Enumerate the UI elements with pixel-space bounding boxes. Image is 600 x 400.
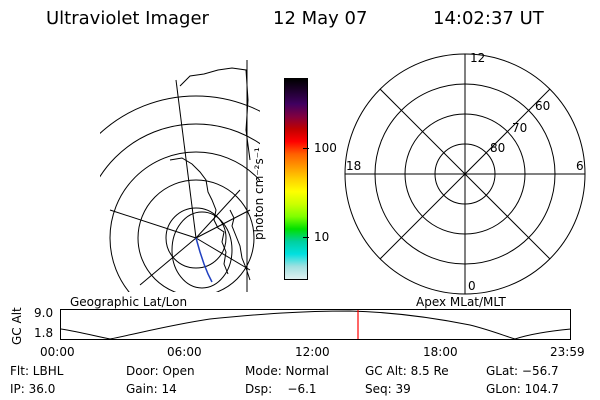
- colorbar-gradient: [285, 79, 307, 279]
- date-label: 12 May 07: [273, 8, 368, 29]
- gc-alt-value: GC Alt: 8.5 Re: [365, 364, 449, 378]
- imager-footprint: [171, 211, 233, 289]
- strip-xtick-0600: 06:00: [167, 345, 202, 359]
- mlt-label-6: 6: [576, 159, 584, 173]
- glon-value: GLon: 104.7: [486, 382, 559, 396]
- strip-xtick-1800: 18:00: [423, 345, 458, 359]
- coastline-north: [179, 67, 251, 161]
- map-lat-circle: [165, 207, 227, 269]
- gain-value: Gain: 14: [126, 382, 177, 396]
- lat-label-80: 80: [490, 141, 505, 155]
- door-value: Door: Open: [126, 364, 195, 378]
- map-lon-line: [195, 237, 251, 271]
- colorbar-unit-label: photon cm⁻²s⁻¹: [252, 147, 266, 240]
- mlt-label-18: 18: [346, 159, 361, 173]
- strip-left-title: Geographic Lat/Lon: [70, 295, 188, 309]
- altitude-strip-chart: [60, 309, 572, 340]
- satellite-track: [195, 237, 213, 283]
- lat-label-70: 70: [512, 121, 527, 135]
- map-lon-line: [139, 237, 197, 286]
- map-lon-line: [195, 189, 241, 239]
- strip-ylabel: GC Alt: [10, 307, 24, 345]
- ip-value: IP: 36.0: [10, 382, 56, 396]
- mode-value: Mode: Normal: [245, 364, 329, 378]
- seq-value: Seq: 39: [365, 382, 411, 396]
- glat-value: GLat: −56.7: [486, 364, 559, 378]
- map-lon-line: [195, 209, 251, 239]
- strip-xtick-1200: 12:00: [295, 345, 330, 359]
- mlt-label-0: 0: [468, 279, 476, 293]
- coastline: [169, 157, 229, 275]
- map-lon-line: [109, 209, 197, 239]
- colorbar: [284, 78, 308, 280]
- instrument-title: Ultraviolet Imager: [46, 8, 209, 29]
- altitude-curve: [60, 310, 572, 340]
- map-lat-circle: [109, 151, 260, 292]
- flt-value: Flt: LBHL: [10, 364, 64, 378]
- polar-plot: 12 18 6 0 60 70 80: [344, 51, 586, 295]
- strip-xtick-0000: 00:00: [40, 345, 75, 359]
- map-lat-circle: [100, 95, 260, 135]
- coastline-east: [229, 209, 251, 281]
- time-label: 14:02:37 UT: [433, 8, 544, 29]
- colorbar-tick-10: 10: [314, 230, 330, 244]
- strip-right-title: Apex MLat/MLT: [416, 295, 506, 309]
- map-lat-circle: [137, 179, 255, 292]
- geographic-map: [100, 60, 260, 292]
- map-lon-line: [175, 79, 197, 239]
- map-lat-circle: [100, 123, 260, 178]
- strip-frame: [60, 309, 571, 340]
- dsp-value: Dsp: −6.1: [245, 382, 317, 396]
- colorbar-tick-100: 100: [314, 141, 337, 155]
- strip-xtick-2359: 23:59: [550, 345, 585, 359]
- colorbar-tickmark: [303, 237, 309, 238]
- strip-ytick-1_8: 1.8: [34, 326, 54, 340]
- polar-diagonal: [379, 88, 551, 260]
- strip-ytick-9: 9.0: [34, 306, 54, 320]
- lat-label-60: 60: [535, 99, 550, 113]
- colorbar-tickmark: [303, 148, 309, 149]
- mlt-label-12: 12: [470, 51, 485, 65]
